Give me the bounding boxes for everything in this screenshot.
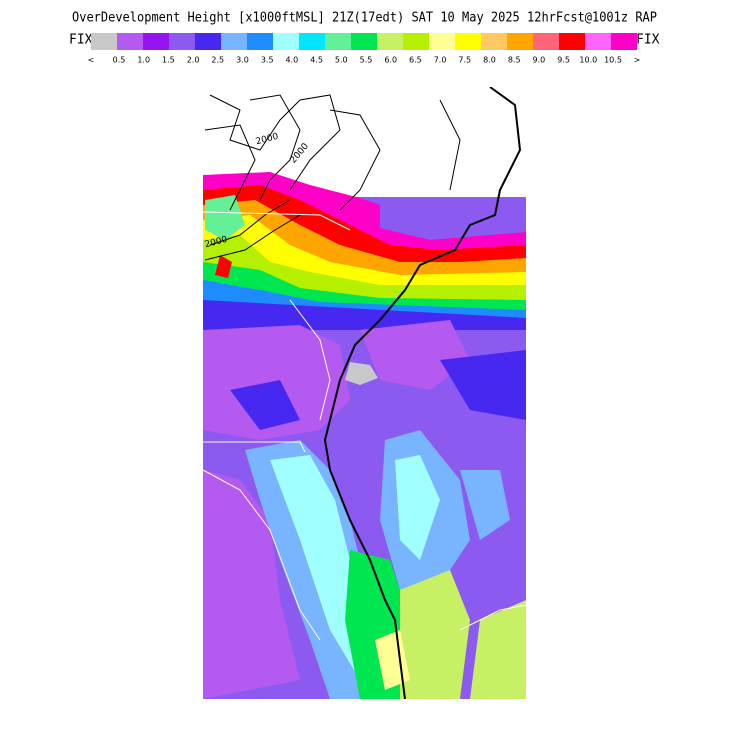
colorbar-label: 6.5 bbox=[409, 56, 422, 65]
color-swatch bbox=[351, 33, 377, 50]
colorbar-label: 3.0 bbox=[236, 56, 249, 65]
color-swatch bbox=[507, 33, 533, 50]
colorbar-label: 5.5 bbox=[360, 56, 373, 65]
color-swatch bbox=[455, 33, 481, 50]
fix-right: FIX bbox=[636, 33, 660, 48]
color-swatch bbox=[429, 33, 455, 50]
colorbar-label: 10.0 bbox=[579, 56, 597, 65]
colorbar-label: 4.5 bbox=[310, 56, 323, 65]
color-swatch bbox=[403, 33, 429, 50]
color-swatch bbox=[169, 33, 195, 50]
color-swatch bbox=[585, 33, 611, 50]
colorbar-label: > bbox=[634, 56, 641, 65]
colorbar-label: 0.5 bbox=[113, 56, 126, 65]
colorbar-label: 8.0 bbox=[483, 56, 496, 65]
colorbar-label: 6.0 bbox=[384, 56, 397, 65]
colorbar-label: 8.5 bbox=[508, 56, 521, 65]
colorbar-label: 9.0 bbox=[533, 56, 546, 65]
color-swatch bbox=[195, 33, 221, 50]
colorbar-label: 1.5 bbox=[162, 56, 175, 65]
color-swatch bbox=[325, 33, 351, 50]
title: OverDevelopment Height [x1000ftMSL] 21Z(… bbox=[72, 11, 657, 26]
colorbar-label: 2.5 bbox=[211, 56, 224, 65]
color-swatch bbox=[377, 33, 403, 50]
colorbar-label: 9.5 bbox=[557, 56, 570, 65]
colorbar-label: 2.0 bbox=[187, 56, 200, 65]
colorbar-label: 10.5 bbox=[604, 56, 622, 65]
map bbox=[203, 87, 526, 699]
color-swatch bbox=[117, 33, 143, 50]
colorbar-label: < bbox=[88, 56, 95, 65]
colorbar: <0.5 1.0 1.5 2.0 2.5 3.0 3.5 4.0 4.5 5.0 5.5 6.0 6.5… bbox=[88, 33, 641, 65]
colorbar-label: 1.0 bbox=[137, 56, 150, 65]
colorbar-label: 7.0 bbox=[434, 56, 447, 65]
color-swatch bbox=[143, 33, 169, 50]
color-swatch bbox=[273, 33, 299, 50]
color-swatch bbox=[611, 33, 637, 50]
colorbar-label: 3.5 bbox=[261, 56, 274, 65]
color-swatch bbox=[91, 33, 117, 50]
color-swatch bbox=[533, 33, 559, 50]
colorbar-label: 7.5 bbox=[458, 56, 471, 65]
color-swatch bbox=[221, 33, 247, 50]
color-swatch bbox=[299, 33, 325, 50]
color-swatch bbox=[247, 33, 273, 50]
colorbar-label: 5.0 bbox=[335, 56, 348, 65]
color-swatch bbox=[559, 33, 585, 50]
color-swatch bbox=[481, 33, 507, 50]
colorbar-label: 4.0 bbox=[286, 56, 299, 65]
fix-left: FIX bbox=[69, 33, 93, 48]
